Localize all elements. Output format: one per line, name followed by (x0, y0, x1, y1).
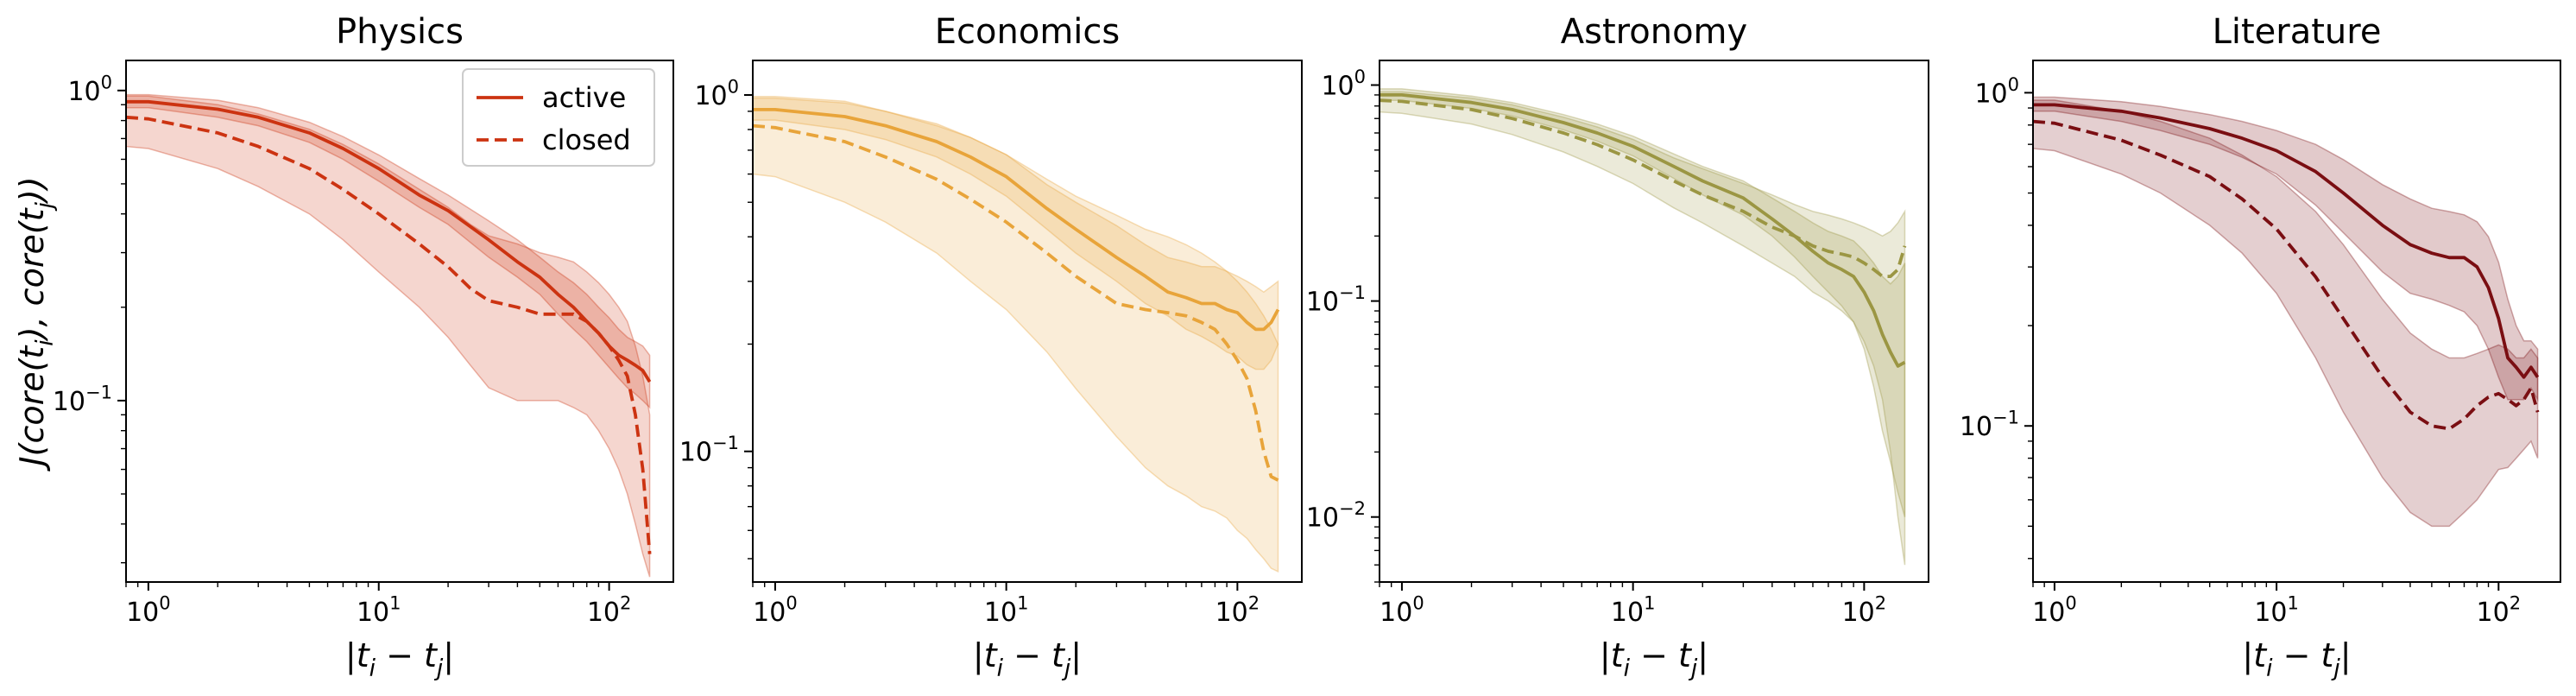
panel-title: Physics (336, 12, 464, 52)
band-active (2032, 96, 2539, 402)
x-tick-label: 101 (984, 593, 1029, 629)
panel-economics: 100 101 102 10−1 100 Economics |ti − tj| (679, 12, 1303, 682)
y-tick-label: 10−2 (1306, 498, 1366, 534)
axes-frame (2032, 60, 2561, 583)
x-axis-label: |ti − tj| (973, 636, 1082, 682)
x-axis-label: |ti − tj| (345, 636, 454, 682)
y-tick-label: 100 (67, 72, 112, 107)
line-active (126, 99, 652, 383)
panel-literature: 100 101 102 10−1 100 Literature |ti − tj| (1960, 12, 2561, 682)
x-tick-label: 100 (1380, 593, 1424, 629)
panel-astronomy: 100 101 102 10−2 10−1 100 Astronomy |ti − tj| (1306, 12, 1929, 682)
band-closed (1379, 91, 1906, 566)
line-active (2033, 103, 2540, 379)
panel-title: Economics (935, 12, 1120, 52)
x-tick-label: 102 (2477, 593, 2522, 629)
x-tick-label: 102 (1215, 593, 1260, 629)
band-closed (752, 96, 1279, 573)
legend-closed-label: closed (542, 123, 631, 156)
line-closed (125, 115, 652, 554)
line-closed (752, 123, 1279, 482)
axes-frame (752, 60, 1303, 583)
legend-active-label: active (542, 81, 626, 114)
y-tick-label: 100 (694, 76, 739, 111)
line-active (753, 108, 1280, 332)
x-tick-label: 101 (357, 593, 401, 629)
band-active (1379, 88, 1906, 517)
panel-physics: 100 101 102 10−1 100 Physics |ti − tj| active cl… (53, 12, 674, 682)
line-closed (2032, 119, 2540, 431)
legend-box (462, 68, 655, 167)
x-tick-label: 101 (1611, 593, 1656, 629)
x-tick-label: 102 (587, 593, 632, 629)
y-tick-label: 10−1 (1960, 408, 2019, 443)
x-axis-label: |ti − tj| (1600, 636, 1708, 682)
x-tick-label: 101 (2254, 593, 2299, 629)
band-closed (2032, 99, 2539, 528)
y-axis-label: J(core(ti), core(tj)) (13, 176, 59, 471)
x-tick-label: 100 (2032, 593, 2077, 629)
axes-frame (1379, 60, 1929, 583)
x-tick-label: 102 (1842, 593, 1887, 629)
y-tick-label: 10−1 (53, 382, 112, 417)
band-closed (125, 95, 651, 578)
y-tick-label: 10−1 (679, 433, 739, 468)
line-closed (1379, 98, 1907, 278)
y-tick-label: 100 (1321, 66, 1366, 102)
legend: active closed (462, 68, 655, 167)
x-axis-label: |ti − tj| (2242, 636, 2351, 682)
panel-title: Astronomy (1561, 12, 1747, 52)
band-active (125, 93, 651, 409)
panel-title: Literature (2213, 12, 2382, 52)
band-active (752, 97, 1279, 370)
x-tick-label: 100 (753, 593, 798, 629)
x-tick-label: 100 (126, 593, 171, 629)
axes-frame (125, 60, 674, 583)
y-tick-label: 100 (1974, 74, 2019, 110)
y-tick-label: 10−1 (1306, 282, 1366, 318)
line-active (1380, 93, 1906, 368)
